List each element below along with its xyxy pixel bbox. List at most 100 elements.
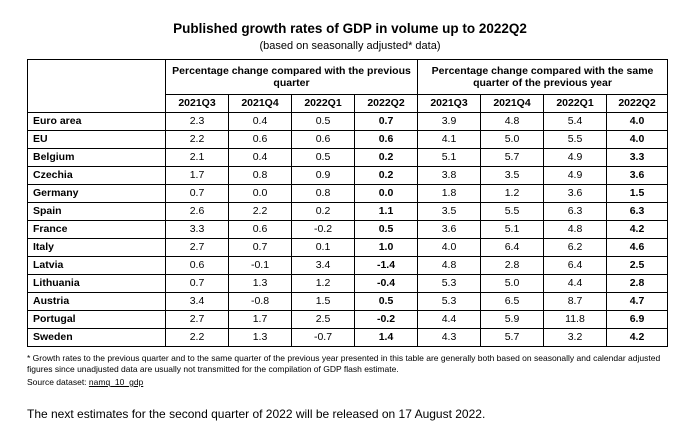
table-row: Belgium 2.1 0.4 0.5 0.2 5.1 5.7 4.9 3.3 bbox=[27, 148, 669, 167]
value-cell: 3.5 bbox=[480, 166, 544, 185]
value-cell: 5.5 bbox=[480, 202, 544, 221]
value-cell: 5.3 bbox=[417, 292, 481, 311]
page-title: Published growth rates of GDP in volume … bbox=[173, 21, 527, 36]
country-cell: Portugal bbox=[27, 310, 166, 329]
value-cell: 3.4 bbox=[291, 256, 355, 275]
source-dataset-link[interactable]: namq_10_gdp bbox=[88, 377, 144, 387]
value-cell: 3.3 bbox=[605, 148, 669, 167]
value-cell: 1.2 bbox=[480, 184, 544, 203]
value-cell: 4.9 bbox=[543, 166, 607, 185]
value-cell: 5.1 bbox=[417, 148, 481, 167]
value-cell: 0.5 bbox=[291, 112, 355, 131]
value-cell: 1.7 bbox=[228, 310, 292, 329]
value-cell: 2.2 bbox=[165, 328, 229, 347]
value-cell: 0.7 bbox=[165, 184, 229, 203]
country-cell: Italy bbox=[27, 238, 166, 257]
value-cell: 0.5 bbox=[354, 292, 418, 311]
value-cell: 1.3 bbox=[228, 274, 292, 293]
value-cell: 4.4 bbox=[543, 274, 607, 293]
value-cell: 4.7 bbox=[605, 292, 669, 311]
value-cell: 1.5 bbox=[605, 184, 669, 203]
table-body: Euro area 2.3 0.4 0.5 0.7 3.9 4.8 5.4 4.0 EU 2.2 0.… bbox=[27, 112, 669, 347]
value-cell: 1.5 bbox=[291, 292, 355, 311]
value-cell: 0.8 bbox=[228, 166, 292, 185]
corner-cell bbox=[27, 59, 166, 113]
value-cell: 3.5 bbox=[417, 202, 481, 221]
value-cell: 4.6 bbox=[605, 238, 669, 257]
value-cell: 5.7 bbox=[480, 328, 544, 347]
value-cell: 6.9 bbox=[605, 310, 669, 329]
value-cell: -0.2 bbox=[291, 220, 355, 239]
value-cell: 3.6 bbox=[605, 166, 669, 185]
value-cell: 5.4 bbox=[543, 112, 607, 131]
value-cell: 6.3 bbox=[605, 202, 669, 221]
table-row: Portugal 2.7 1.7 2.5 -0.2 4.4 5.9 11.8 6.9 bbox=[27, 310, 669, 329]
value-cell: 5.7 bbox=[480, 148, 544, 167]
value-cell: 0.7 bbox=[354, 112, 418, 131]
release-note: The next estimates for the second quarte… bbox=[27, 407, 486, 421]
value-cell: 0.0 bbox=[354, 184, 418, 203]
value-cell: 1.7 bbox=[165, 166, 229, 185]
table-row: Spain 2.6 2.2 0.2 1.1 3.5 5.5 6.3 6.3 bbox=[27, 202, 669, 221]
value-cell: -0.1 bbox=[228, 256, 292, 275]
value-cell: 0.6 bbox=[228, 130, 292, 149]
value-cell: 4.0 bbox=[605, 130, 669, 149]
quarter-header: 2022Q1 bbox=[291, 94, 355, 113]
source-label: Source dataset: bbox=[27, 377, 87, 387]
value-cell: 6.4 bbox=[480, 238, 544, 257]
value-cell: 0.6 bbox=[228, 220, 292, 239]
value-cell: 0.5 bbox=[354, 220, 418, 239]
value-cell: 2.7 bbox=[165, 310, 229, 329]
gdp-growth-table: Percentage change compared with the prev… bbox=[27, 59, 669, 347]
quarter-header: 2021Q3 bbox=[417, 94, 481, 113]
country-cell: Austria bbox=[27, 292, 166, 311]
value-cell: 2.1 bbox=[165, 148, 229, 167]
value-cell: 0.6 bbox=[291, 130, 355, 149]
value-cell: 3.3 bbox=[165, 220, 229, 239]
country-cell: Latvia bbox=[27, 256, 166, 275]
value-cell: 0.4 bbox=[228, 112, 292, 131]
table-row: Latvia 0.6 -0.1 3.4 -1.4 4.8 2.8 6.4 2.5 bbox=[27, 256, 669, 275]
country-cell: Belgium bbox=[27, 148, 166, 167]
value-cell: 4.2 bbox=[605, 220, 669, 239]
value-cell: 4.8 bbox=[417, 256, 481, 275]
quarter-header: 2022Q1 bbox=[543, 94, 607, 113]
country-cell: France bbox=[27, 220, 166, 239]
value-cell: -1.4 bbox=[354, 256, 418, 275]
value-cell: 2.2 bbox=[228, 202, 292, 221]
value-cell: 0.2 bbox=[291, 202, 355, 221]
value-cell: 4.4 bbox=[417, 310, 481, 329]
value-cell: 1.2 bbox=[291, 274, 355, 293]
value-cell: 0.1 bbox=[291, 238, 355, 257]
source-line: Source dataset: namq_10_gdp bbox=[27, 377, 143, 388]
value-cell: 0.4 bbox=[228, 148, 292, 167]
value-cell: 2.2 bbox=[165, 130, 229, 149]
value-cell: -0.2 bbox=[354, 310, 418, 329]
table-row: Germany 0.7 0.0 0.8 0.0 1.8 1.2 3.6 1.5 bbox=[27, 184, 669, 203]
value-cell: 2.8 bbox=[605, 274, 669, 293]
value-cell: -0.8 bbox=[228, 292, 292, 311]
value-cell: 1.3 bbox=[228, 328, 292, 347]
quarter-header: 2021Q4 bbox=[480, 94, 544, 113]
value-cell: 2.7 bbox=[165, 238, 229, 257]
value-cell: 0.7 bbox=[228, 238, 292, 257]
value-cell: 0.5 bbox=[291, 148, 355, 167]
value-cell: 4.2 bbox=[605, 328, 669, 347]
value-cell: 5.9 bbox=[480, 310, 544, 329]
value-cell: 2.3 bbox=[165, 112, 229, 131]
table-row: France 3.3 0.6 -0.2 0.5 3.6 5.1 4.8 4.2 bbox=[27, 220, 669, 239]
value-cell: 3.6 bbox=[543, 184, 607, 203]
value-cell: 4.0 bbox=[417, 238, 481, 257]
value-cell: 8.7 bbox=[543, 292, 607, 311]
country-cell: Czechia bbox=[27, 166, 166, 185]
country-cell: EU bbox=[27, 130, 166, 149]
value-cell: 1.8 bbox=[417, 184, 481, 203]
value-cell: 2.6 bbox=[165, 202, 229, 221]
page-subtitle: (based on seasonally adjusted* data) bbox=[259, 40, 441, 52]
value-cell: 0.8 bbox=[291, 184, 355, 203]
group-header-prev-year: Percentage change compared with the same… bbox=[416, 59, 669, 95]
value-cell: 3.9 bbox=[417, 112, 481, 131]
value-cell: 0.7 bbox=[165, 274, 229, 293]
value-cell: 4.8 bbox=[543, 220, 607, 239]
value-cell: 5.0 bbox=[480, 274, 544, 293]
